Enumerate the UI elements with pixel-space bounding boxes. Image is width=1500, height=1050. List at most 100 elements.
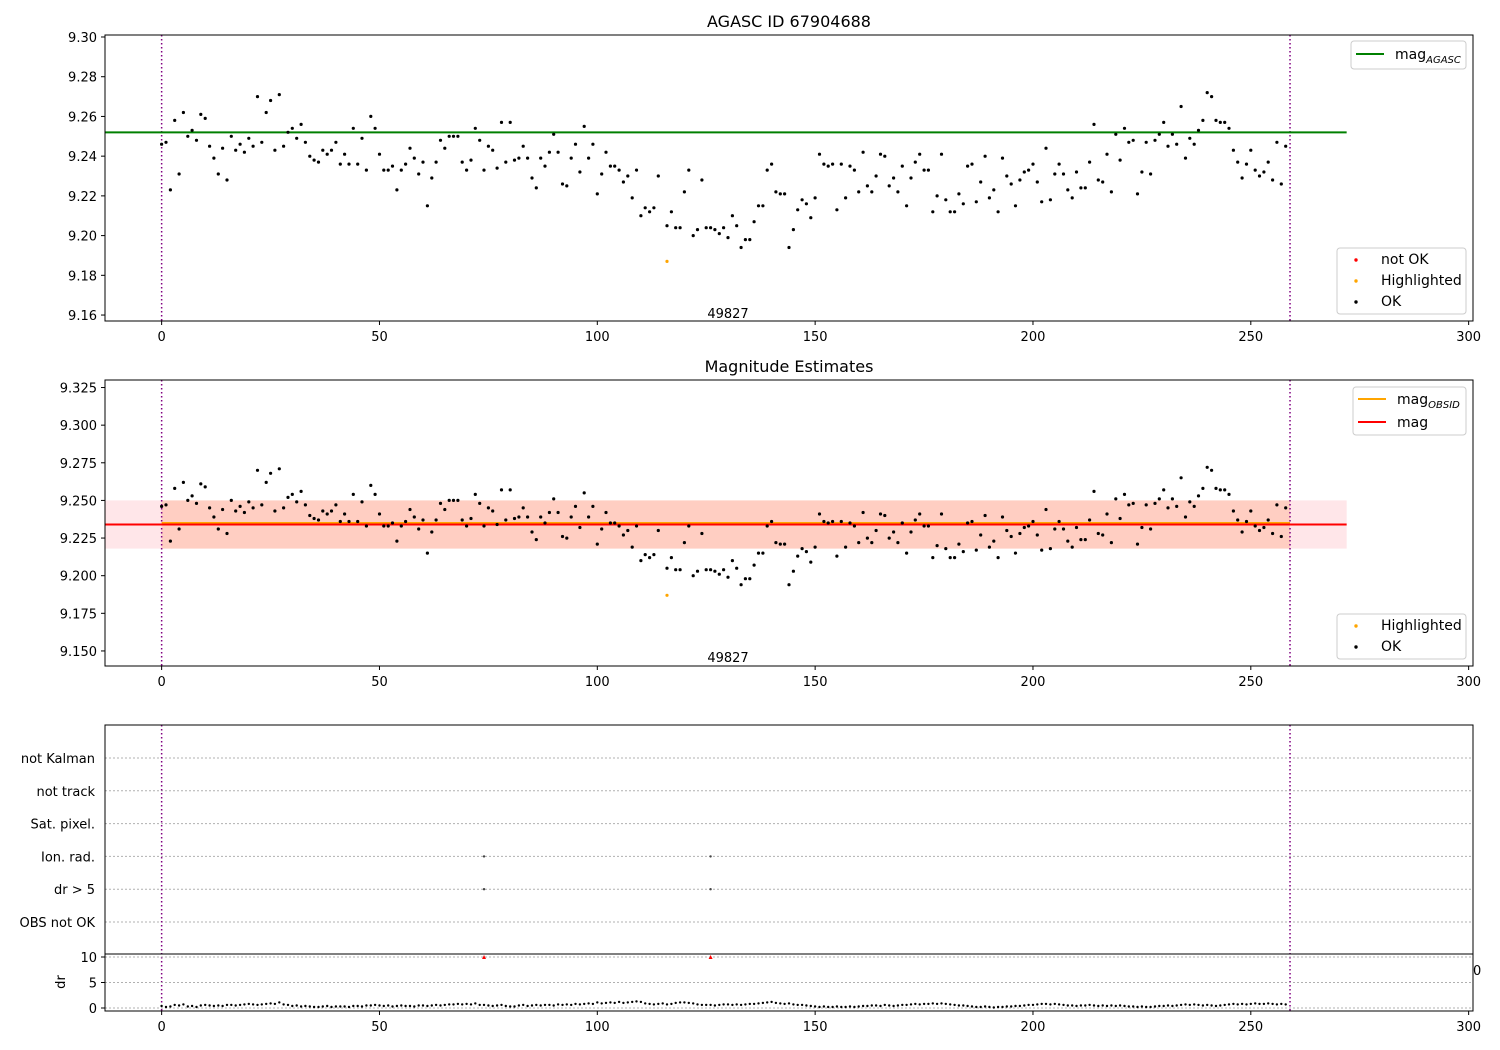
ok-point <box>325 152 329 156</box>
ok-point <box>417 172 421 176</box>
ok-point <box>360 500 364 504</box>
dr-point <box>709 1003 712 1007</box>
ok-point <box>713 569 717 573</box>
ok-point <box>774 541 778 545</box>
ok-point <box>343 152 347 156</box>
ok-point <box>1114 497 1118 501</box>
ok-point <box>338 519 342 524</box>
ok-point <box>530 530 534 534</box>
dr-point <box>609 1001 612 1004</box>
ok-point <box>643 206 647 210</box>
ok-point <box>221 507 225 512</box>
dr-point <box>299 1005 303 1008</box>
dr-point <box>469 1003 473 1006</box>
ok-point <box>1218 488 1222 492</box>
ok-point <box>173 486 177 490</box>
ok-point <box>456 134 460 138</box>
ok-point <box>399 524 403 528</box>
dr-offscale-marker <box>708 955 713 959</box>
ok-point <box>752 220 756 224</box>
dr-point <box>935 1002 939 1006</box>
dr-point <box>378 1004 381 1007</box>
ok-point <box>1070 196 1074 200</box>
dr-point <box>526 1004 529 1008</box>
ok-point <box>469 158 473 162</box>
dr-point <box>282 1003 285 1006</box>
legend-label: not OK <box>1381 252 1429 268</box>
ok-point <box>1114 132 1118 136</box>
ok-point <box>918 512 922 516</box>
ok-point <box>717 232 721 236</box>
ok-point <box>177 527 181 531</box>
ok-point <box>1231 148 1235 152</box>
dr-point <box>626 1001 629 1004</box>
dr-point <box>731 1003 734 1007</box>
dr-point <box>1110 1004 1113 1007</box>
ok-point <box>669 210 674 214</box>
dr-point <box>657 1002 660 1006</box>
dr-point <box>243 1003 246 1006</box>
ok-point <box>1205 465 1209 469</box>
ok-point <box>569 156 573 160</box>
ok-point <box>835 208 839 212</box>
dr-point <box>1188 1003 1192 1007</box>
ok-point <box>521 506 525 510</box>
dr-point <box>1262 1002 1266 1006</box>
legend-marker <box>1354 300 1358 304</box>
dr-point <box>739 1003 743 1007</box>
ok-point <box>796 554 800 558</box>
flag-point <box>709 855 712 858</box>
ok-point <box>931 556 935 560</box>
dr-point <box>343 1005 346 1008</box>
dr-point <box>587 1002 590 1005</box>
ok-point <box>1066 539 1070 543</box>
ok-point <box>634 524 639 528</box>
ok-point <box>1127 503 1131 507</box>
dr-point <box>583 1002 586 1006</box>
dr-point <box>953 1003 956 1007</box>
svg-text:magAGASC: magAGASC <box>1395 47 1461 66</box>
dr-point <box>291 1004 294 1008</box>
ok-point <box>652 206 656 210</box>
ok-point <box>164 140 168 144</box>
dr-point <box>321 1005 324 1008</box>
ok-point <box>264 110 268 115</box>
ok-point <box>617 524 621 528</box>
dr-point <box>696 1003 699 1006</box>
ok-point <box>1214 486 1218 490</box>
ok-point <box>857 541 861 545</box>
dr-point <box>395 1004 399 1008</box>
ok-point <box>417 527 421 531</box>
ok-point <box>761 204 765 208</box>
ok-point <box>582 124 586 128</box>
ok-point <box>896 541 900 545</box>
dr-point <box>334 1005 338 1008</box>
ok-point <box>1179 104 1183 109</box>
ok-point <box>743 238 748 242</box>
ok-point <box>709 568 713 572</box>
dr-point <box>1140 1005 1144 1008</box>
ok-point <box>1244 162 1249 166</box>
ok-point <box>813 196 817 200</box>
x-tick-label: 200 <box>1021 1020 1046 1035</box>
ok-point <box>578 525 582 530</box>
dr-point <box>535 1003 538 1007</box>
dr-point <box>905 1003 908 1007</box>
dr-point <box>465 1002 468 1006</box>
ok-point <box>1214 118 1218 122</box>
ok-point <box>961 550 965 554</box>
dr-point <box>177 1004 181 1007</box>
ok-point <box>404 162 408 166</box>
ok-point <box>512 516 517 521</box>
ok-point <box>473 492 477 496</box>
x-tick-label: 300 <box>1456 330 1481 345</box>
y-tick-label: 9.300 <box>60 419 97 434</box>
ok-point <box>674 568 678 572</box>
dr-point <box>1227 1003 1231 1006</box>
dr-point <box>901 1003 904 1007</box>
dr-point <box>570 1003 573 1007</box>
ok-point <box>495 522 499 527</box>
dr-point <box>1214 1004 1218 1008</box>
dr-point <box>273 1002 277 1006</box>
ok-point <box>756 204 761 208</box>
